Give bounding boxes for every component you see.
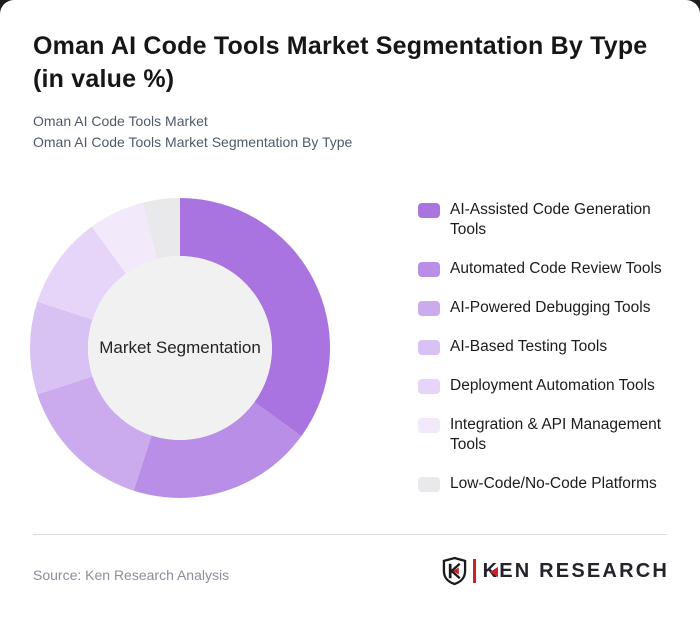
legend-label: Low-Code/No-Code Platforms — [450, 475, 657, 492]
footer-divider — [33, 534, 667, 535]
logo-rest: EN RESEARCH — [499, 559, 669, 582]
donut-segment — [37, 376, 152, 491]
donut-segment — [142, 198, 180, 259]
legend-item: AI-Powered Debugging Tools — [418, 298, 674, 318]
legend-item: Integration & API Management Tools — [418, 415, 674, 455]
donut-chart: Market Segmentation — [30, 198, 330, 498]
chart-subtitles: Oman AI Code Tools Market Oman AI Code T… — [33, 111, 653, 153]
chart-legend: AI-Assisted Code Generation Tools Automat… — [418, 200, 674, 494]
legend-item: Automated Code Review Tools — [418, 259, 674, 279]
legend-swatch — [418, 301, 440, 316]
donut-center-circle — [88, 256, 272, 440]
subtitle-line-1: Oman AI Code Tools Market — [33, 113, 208, 129]
donut-center-label: Market Segmentation — [99, 338, 261, 357]
legend-swatch — [418, 477, 440, 492]
legend-item: AI-Based Testing Tools — [418, 337, 674, 357]
source-note: Source: Ken Research Analysis — [33, 567, 230, 583]
donut-segment — [91, 202, 158, 274]
donut-segment — [180, 198, 330, 437]
legend-label: Deployment Automation Tools — [450, 377, 655, 394]
legend-item: Deployment Automation Tools — [418, 376, 674, 396]
legend-label: AI-Assisted Code Generation Tools — [450, 201, 651, 238]
legend-item: Low-Code/No-Code Platforms — [418, 474, 674, 494]
legend-swatch — [418, 203, 440, 218]
legend-label: Automated Code Review Tools — [450, 260, 662, 277]
legend-label: Integration & API Management Tools — [450, 416, 662, 453]
donut-segment — [133, 402, 302, 498]
legend-swatch — [418, 418, 440, 433]
logo-divider — [473, 559, 476, 583]
logo-wordmark: K EN RESEARCH — [483, 559, 669, 582]
legend-label: AI-Powered Debugging Tools — [450, 299, 651, 316]
legend-item: AI-Assisted Code Generation Tools — [418, 200, 674, 240]
logo-letter-k: K — [482, 559, 500, 582]
donut-svg — [30, 198, 330, 498]
legend-swatch — [418, 379, 440, 394]
ken-research-logo: K EN RESEARCH — [442, 554, 669, 588]
legend-label: AI-Based Testing Tools — [450, 338, 608, 355]
red-triangle-icon — [489, 565, 498, 577]
page-title: Oman AI Code Tools Market Segmentation B… — [33, 32, 648, 93]
donut-segment — [37, 226, 126, 320]
shield-k-icon — [442, 556, 467, 586]
legend-swatch — [418, 340, 440, 355]
donut-segment — [30, 301, 93, 395]
legend-swatch — [418, 262, 440, 277]
subtitle-line-2: Oman AI Code Tools Market Segmentation B… — [33, 134, 353, 150]
